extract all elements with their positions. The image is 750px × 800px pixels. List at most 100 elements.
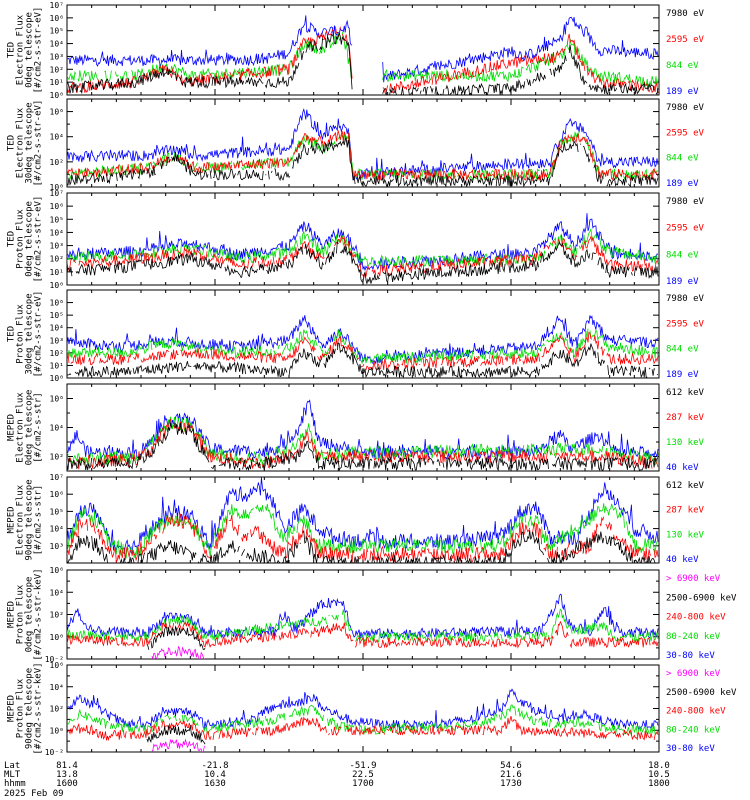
y-tick-label: 10⁶ [50,14,64,23]
y-axis-label-line: [#/cm2-s-str-keV] [34,568,44,660]
series-trace-green [67,608,659,643]
panel-5: 10² 10⁴ 10⁶ MEPED Electron Flux 0deg telescop… [7,383,705,473]
series-trace-magenta [151,738,206,752]
legend-entry: 240-800 keV [666,613,726,623]
y-axis-label-line: MEPED [7,695,17,722]
legend-entry: 844 eV [666,345,699,355]
legend-entry: 2500-6900 keV [666,688,737,698]
y-tick-label: 10⁴ [50,228,64,237]
series-trace-blue [67,213,659,271]
x-tick-label: 81.4 [56,761,78,771]
legend-entry: 7980 eV [666,197,705,207]
x-axis-row-label: hhmm [4,779,26,789]
legend-entry: 80-240 keV [666,725,721,735]
y-tick-label: 10² [50,65,64,74]
legend-entry: 2595 eV [666,319,705,329]
y-axis-label-line: [#/cm2-s-str-keV] [34,662,44,754]
panel-frame [66,192,660,286]
y-axis-label-line: 0deg telescope [25,201,35,277]
y-axis-label-line: 0deg telescope [25,12,35,88]
x-tick-label: 1800 [648,779,670,789]
y-tick-label: 10⁶ [50,490,64,499]
y-tick-label: 10⁷ [50,189,64,198]
y-tick-label: 10⁰ [50,281,64,290]
y-axis-label: TED Proton Flux 0deg telescope [#/cm2-s-str… [7,196,44,283]
series-trace-black [67,32,659,95]
y-tick-label: 10⁷ [50,473,64,482]
series-trace-black [67,342,659,378]
legend-entry: 30-80 keV [666,744,715,754]
series-trace-red [67,620,659,649]
y-axis-label-line: [#/cm2-s-str-eV] [34,291,44,378]
y-tick-label: 10⁴ [50,133,64,142]
y-tick-label: 10³ [50,242,64,251]
y-axis-label-line: Proton Flux [16,678,26,738]
y-axis-label: TED Electron Flux 0deg telescope [#/cm2-s-s… [7,7,44,94]
legend-entry: 2595 eV [666,224,705,234]
y-axis-label-line: [#/cm2-s-str] [34,392,44,462]
x-axis-ephemeris: Lat 81.4 -21.8 -51.9 54.6 18.0 MLT 13.8 10.4 22.5… [4,761,670,799]
x-tick-label: 1700 [352,779,374,789]
x-tick-label: 1600 [56,779,78,789]
legend-entry: 240-800 keV [666,707,726,717]
y-tick-label: 10⁶ [50,299,64,308]
series-trace-green [67,503,658,559]
legend-entry: 130 keV [666,438,705,448]
legend-entry: 7980 eV [666,9,705,19]
legend-entry: > 6900 keV [666,574,721,584]
y-tick-label: 10³ [50,336,64,345]
panel-7: 10⁻² 10⁰ 10² 10⁴ 10⁶ MEPED Proton Flux 0deg tel… [7,566,738,664]
y-tick-label: 10⁴ [50,683,64,692]
y-axis-label-line: 0deg telescope [25,577,35,653]
y-tick-label: 10⁻² [45,748,64,757]
panel-2: 10⁰ 10² 10⁴ 10⁶ TED Electron Flux 30deg telesc… [7,98,705,192]
series-trace-black [146,625,206,650]
y-axis-label-line: 30deg telescope [25,102,35,183]
y-axis-label-line: MEPED [7,506,17,533]
date-label: 2025 Feb 09 [4,789,64,799]
x-tick-label: 22.5 [352,770,374,780]
y-tick-label: 10⁰ [50,726,64,735]
y-tick-label: 10⁰ [50,374,64,383]
series-trace-black [67,241,659,284]
y-tick-label: 10² [50,453,64,462]
y-axis-label-line: Electron Flux [16,484,26,555]
series-trace-black [146,724,206,745]
panel-frame [66,664,660,753]
x-axis-row-label: Lat [4,761,20,771]
y-axis-label-line: Proton Flux [16,209,26,269]
legend-entry: 189 eV [666,277,699,287]
y-axis-label-line: Proton Flux [16,584,26,644]
y-axis-label: TED Proton Flux 30deg telescope [#/cm2-s-st… [7,291,44,378]
y-tick-label: 10¹ [50,361,64,370]
y-axis-label-line: TED [7,326,17,342]
x-axis-row-label: MLT [4,770,21,780]
panel-frame [66,569,660,660]
y-tick-label: 10² [50,158,64,167]
legend-entry: 130 keV [666,530,705,540]
series-trace-red [67,715,659,742]
y-tick-label: 10¹ [50,268,64,277]
panel-frame [66,289,660,379]
series-trace-green [67,228,659,268]
y-tick-label: 10⁶ [50,566,64,575]
legend-entry: 844 eV [666,61,699,71]
legend-entry: 7980 eV [666,103,705,113]
legend-entry: 189 eV [666,179,699,189]
series-trace-green [67,704,659,737]
legend-entry: 2500-6900 keV [666,593,737,603]
y-tick-label: 10³ [50,52,64,61]
panel-4: 10⁰ 10¹ 10² 10³ 10⁴ 10⁵ 10⁶ TED Proton Flux 30deg… [7,289,705,383]
y-tick-label: 10⁴ [50,525,64,534]
legend-entry: 2595 eV [666,35,705,45]
y-tick-label: 10⁴ [50,424,64,433]
y-tick-label: 10⁵ [50,507,64,516]
y-tick-label: 10⁵ [50,27,64,36]
y-tick-label: 10⁵ [50,215,64,224]
y-tick-label: 10⁴ [50,40,64,49]
y-axis-label: MEPED Proton Flux 0deg telescope [#/cm2-s-s… [7,568,44,660]
y-axis-label: MEPED Electron Flux 0deg telescope [#/cm2-s… [7,390,44,466]
x-tick-label: 1730 [500,779,522,789]
y-tick-label: 10⁶ [50,108,64,117]
